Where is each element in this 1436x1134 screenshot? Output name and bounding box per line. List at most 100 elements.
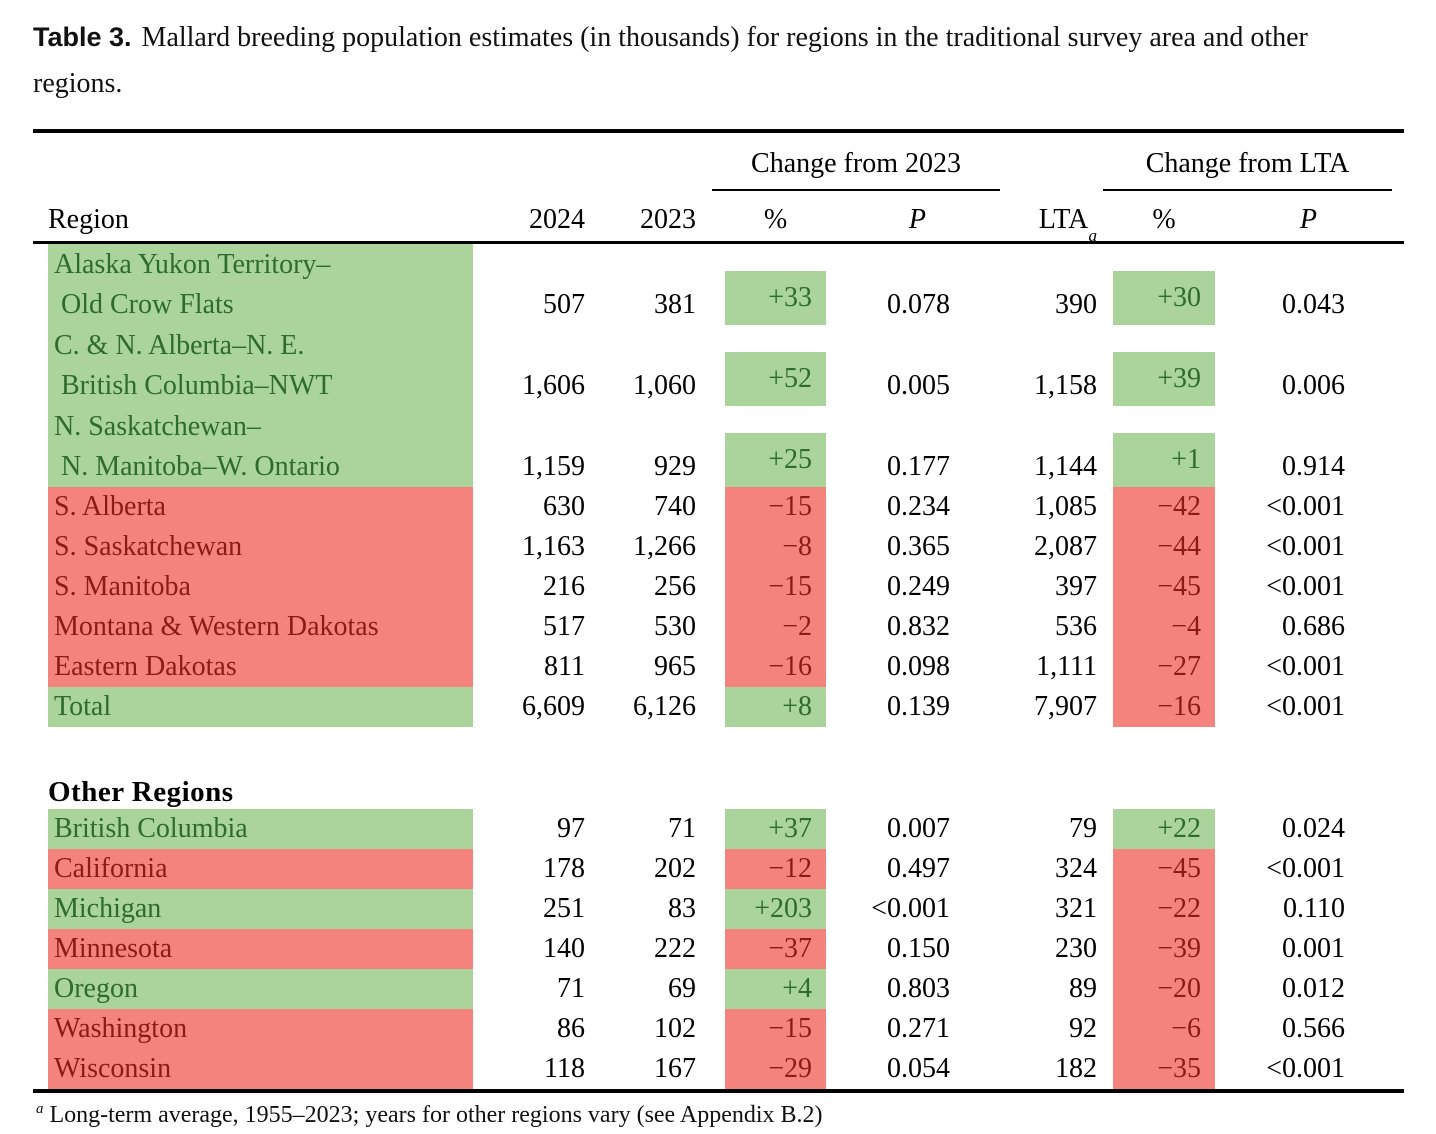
value-lta: 1,158 bbox=[1034, 370, 1097, 401]
value-2023: 381 bbox=[654, 289, 696, 320]
pct-change-lta-cell: −6 bbox=[1113, 1009, 1215, 1049]
p-change-2023: 0.365 bbox=[887, 531, 950, 562]
table-row: Montana & Western Dakotas 517 530 −2 0.832 53… bbox=[33, 607, 1404, 647]
p-change-lta: 0.006 bbox=[1282, 370, 1345, 401]
value-2023: 530 bbox=[654, 611, 696, 642]
header-change-from-lta-label: Change from LTA bbox=[1103, 148, 1392, 191]
value-lta: 397 bbox=[1055, 571, 1097, 602]
value-2023: 71 bbox=[668, 813, 696, 844]
value-2023: 83 bbox=[668, 893, 696, 924]
value-2024: 71 bbox=[557, 973, 585, 1004]
table-row: C. & N. Alberta–N. E. British Columbia–NW… bbox=[33, 325, 1404, 406]
p-change-2023: 0.005 bbox=[887, 370, 950, 401]
p-change-2023: 0.139 bbox=[887, 691, 950, 722]
header-change-from-2023-label: Change from 2023 bbox=[712, 148, 1000, 191]
p-change-lta: <0.001 bbox=[1266, 1053, 1345, 1084]
region-name: Eastern Dakotas bbox=[48, 647, 473, 687]
footnote: a Long-term average, 1955–2023; years for… bbox=[36, 1102, 1404, 1129]
region-name-line: N. Saskatchewan– bbox=[54, 410, 261, 442]
value-lta: 79 bbox=[1069, 813, 1097, 844]
header-lta: LTA a bbox=[1038, 204, 1097, 245]
value-2024: 86 bbox=[557, 1013, 585, 1044]
region-cell: Michigan bbox=[33, 889, 473, 929]
header-change-from-lta: Change from LTA bbox=[1103, 148, 1404, 191]
value-2024: 178 bbox=[543, 853, 585, 884]
p-change-lta: <0.001 bbox=[1266, 491, 1345, 522]
header-p-change-lta: P bbox=[1299, 204, 1317, 235]
p-change-lta: <0.001 bbox=[1266, 571, 1345, 602]
value-lta: 1,111 bbox=[1036, 651, 1097, 682]
region-name-line: Total bbox=[54, 691, 112, 722]
region-cell: Oregon bbox=[33, 969, 473, 1009]
region-name-line: C. & N. Alberta–N. E. bbox=[54, 329, 305, 361]
p-change-lta: 0.914 bbox=[1282, 451, 1345, 482]
value-lta: 536 bbox=[1055, 611, 1097, 642]
region-name-line: N. Manitoba–W. Ontario bbox=[61, 450, 340, 482]
pct-change-lta-cell: −45 bbox=[1113, 567, 1215, 607]
value-2023: 222 bbox=[654, 933, 696, 964]
region-name-line: Michigan bbox=[54, 893, 162, 924]
region-name-line: S. Alberta bbox=[54, 491, 166, 522]
pct-change-lta: −27 bbox=[1113, 647, 1215, 687]
pct-change-2023-cell: +203 bbox=[725, 889, 826, 929]
pct-change-2023-cell: −37 bbox=[725, 929, 826, 969]
pct-change-2023-cell: −15 bbox=[725, 487, 826, 527]
table-row: British Columbia 97 71 +37 0.007 79 +22 0.024 bbox=[33, 809, 1404, 849]
pct-change-lta-cell: +39 bbox=[1113, 325, 1215, 406]
region-cell: Wisconsin bbox=[33, 1049, 473, 1089]
p-change-lta: 0.012 bbox=[1282, 973, 1345, 1004]
pct-change-2023-cell: −12 bbox=[725, 849, 826, 889]
pct-change-2023-cell: −15 bbox=[725, 567, 826, 607]
p-change-2023: 0.803 bbox=[887, 973, 950, 1004]
pct-change-lta: −16 bbox=[1113, 687, 1215, 727]
pct-change-2023: −29 bbox=[725, 1049, 826, 1089]
value-2023: 256 bbox=[654, 571, 696, 602]
value-2023: 929 bbox=[654, 451, 696, 482]
pct-change-2023: −15 bbox=[725, 487, 826, 527]
traditional-survey-rows: Alaska Yukon Territory– Old Crow Flats 507… bbox=[33, 244, 1404, 727]
pct-change-lta-cell: −20 bbox=[1113, 969, 1215, 1009]
value-2024: 630 bbox=[543, 491, 585, 522]
pct-change-lta: −39 bbox=[1113, 929, 1215, 969]
table-row: Oregon 71 69 +4 0.803 89 −20 0.012 bbox=[33, 969, 1404, 1009]
table-top-rule bbox=[33, 129, 1404, 133]
p-change-lta: 0.024 bbox=[1282, 813, 1345, 844]
p-change-lta: 0.110 bbox=[1283, 893, 1345, 924]
pct-change-lta: −42 bbox=[1113, 487, 1215, 527]
value-2023: 6,126 bbox=[633, 691, 696, 722]
pct-change-lta-cell: −35 bbox=[1113, 1049, 1215, 1089]
value-lta: 92 bbox=[1069, 1013, 1097, 1044]
value-2023: 965 bbox=[654, 651, 696, 682]
region-name: Washington bbox=[48, 1009, 473, 1049]
p-change-2023: <0.001 bbox=[871, 893, 950, 924]
pct-change-2023: +8 bbox=[725, 687, 826, 727]
table-row: S. Alberta 630 740 −15 0.234 1,085 −42 <0.001 bbox=[33, 487, 1404, 527]
region-name-line: Old Crow Flats bbox=[61, 288, 234, 320]
region-cell: California bbox=[33, 849, 473, 889]
pct-change-lta: −45 bbox=[1113, 567, 1215, 607]
region-name-line: Wisconsin bbox=[54, 1053, 172, 1084]
region-cell: Washington bbox=[33, 1009, 473, 1049]
pct-change-2023-cell: +4 bbox=[725, 969, 826, 1009]
p-change-2023: 0.177 bbox=[887, 451, 950, 482]
region-name-line: British Columbia bbox=[54, 813, 248, 844]
table-row: N. Saskatchewan– N. Manitoba–W. Ontario 1,… bbox=[33, 406, 1404, 487]
region-name-line: Minnesota bbox=[54, 933, 173, 964]
pct-change-2023-cell: −8 bbox=[725, 527, 826, 567]
table-content: Table 3. Mallard breeding population esti… bbox=[33, 0, 1404, 1129]
table-caption-text: Mallard breeding population estimates (i… bbox=[33, 22, 1308, 99]
pct-change-lta: −4 bbox=[1113, 607, 1215, 647]
region-name: Wisconsin bbox=[48, 1049, 473, 1089]
value-2024: 507 bbox=[543, 289, 585, 320]
header-pct-change-lta: % bbox=[1152, 204, 1176, 235]
pct-change-2023: −16 bbox=[725, 647, 826, 687]
other-regions-rows: British Columbia 97 71 +37 0.007 79 +22 0.024 Ca… bbox=[33, 809, 1404, 1089]
region-name: Michigan bbox=[48, 889, 473, 929]
pct-change-2023-cell: −16 bbox=[725, 647, 826, 687]
table-caption-label: Table 3. bbox=[33, 22, 132, 52]
p-change-lta: <0.001 bbox=[1266, 651, 1345, 682]
table-bottom-rule bbox=[33, 1089, 1404, 1093]
region-name: N. Saskatchewan– N. Manitoba–W. Ontario bbox=[48, 406, 473, 487]
table-row: Wisconsin 118 167 −29 0.054 182 −35 <0.001 bbox=[33, 1049, 1404, 1089]
region-name-line: British Columbia–NWT bbox=[61, 369, 333, 401]
